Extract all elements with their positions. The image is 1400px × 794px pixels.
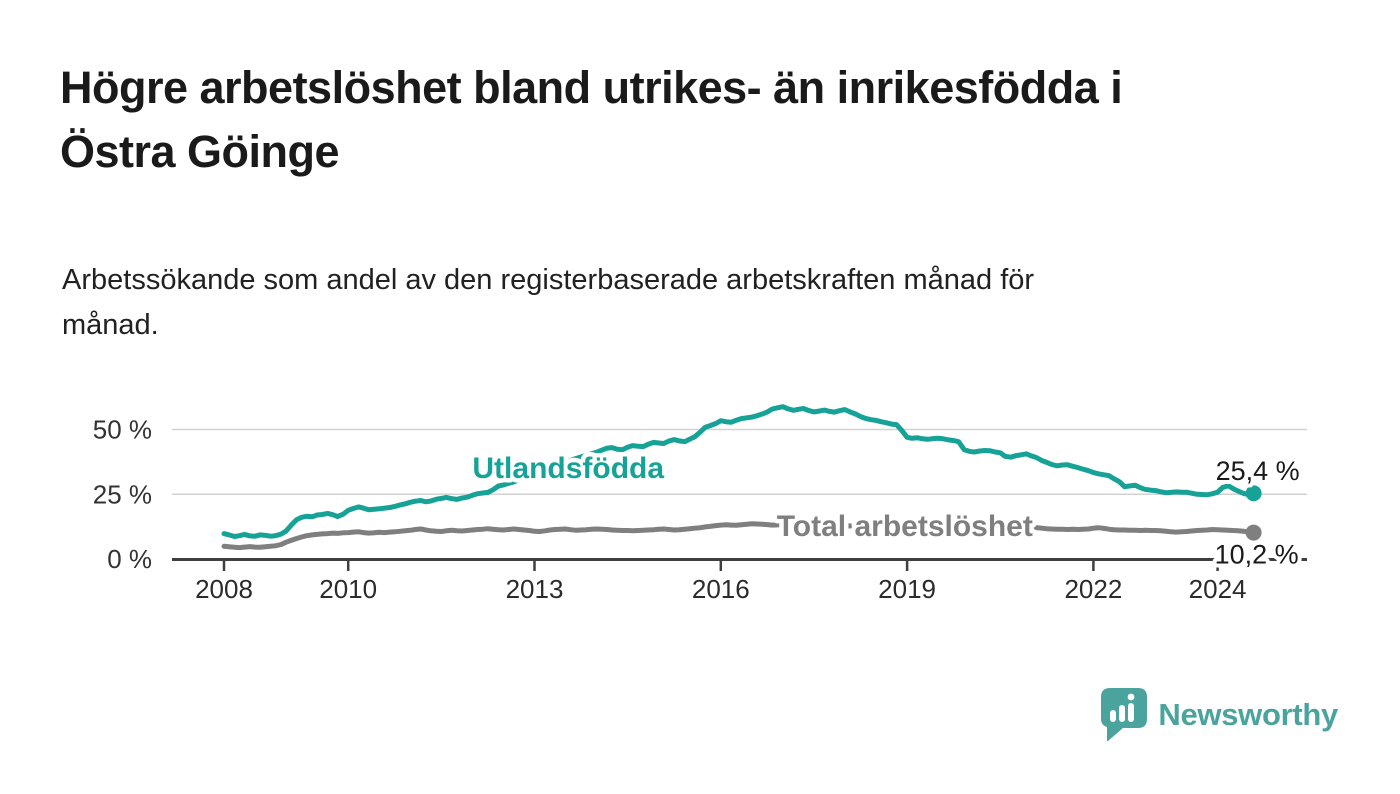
end-value-label-utlandsfodda: 25,4 % (1216, 456, 1300, 486)
series-end-dot-total (1245, 524, 1262, 541)
series-line-utlandsfodda (221, 404, 1257, 539)
series-label-utlandsfodda: Utlandsfödda (472, 452, 664, 485)
logo-bar-tall (1128, 703, 1135, 722)
logo-exclamation-dot (1127, 693, 1135, 701)
x-tick-label: 2022 (1064, 574, 1122, 604)
x-tick-label: 2008 (195, 574, 253, 604)
x-tick-label: 2010 (319, 574, 377, 604)
gridlines (172, 428, 1307, 496)
page-title: Högre arbetslöshet bland utrikes- än inr… (60, 56, 1123, 184)
logo-bar-mid (1119, 705, 1126, 722)
newsworthy-brand: Newsworthy (1101, 688, 1338, 742)
title-line-2: Östra Göinge (60, 126, 340, 177)
x-axis (172, 558, 1307, 571)
series-lines (221, 404, 1262, 551)
series-label-total: Total arbetslöshet (777, 510, 1033, 543)
series-line-total (221, 521, 1257, 551)
x-tick-label: 2019 (878, 574, 936, 604)
y-tick-label: 25 % (93, 479, 152, 509)
y-tick-label: 50 % (93, 415, 152, 445)
x-axis-labels: 2008 2010 2013 2016 2019 2022 2024 (195, 574, 1246, 604)
x-tick-label: 2013 (506, 574, 564, 604)
chart-subtitle: Arbetssökande som andel av den registerb… (62, 258, 1034, 348)
end-value-label-total: 10,2 % (1215, 540, 1299, 570)
newsworthy-wordmark: Newsworthy (1158, 697, 1338, 732)
title-line-1: Högre arbetslöshet bland utrikes- än inr… (60, 62, 1123, 113)
y-axis-labels: 0 % 25 % 50 % (93, 415, 152, 575)
subtitle-line-2: månad. (62, 309, 159, 341)
y-tick-label: 0 % (107, 544, 152, 574)
x-tick-label: 2024 (1189, 574, 1247, 604)
series-end-dot-utlandsfodda (1245, 485, 1262, 502)
newsworthy-logo-icon (1101, 688, 1148, 742)
series-labels: Utlandsfödda 25,4 % Total arbetslöshet 10,2… (468, 447, 1304, 573)
subtitle-line-1: Arbetssökande som andel av den registerb… (62, 264, 1035, 296)
x-tick-label: 2016 (692, 574, 750, 604)
logo-bar-short (1110, 710, 1117, 722)
